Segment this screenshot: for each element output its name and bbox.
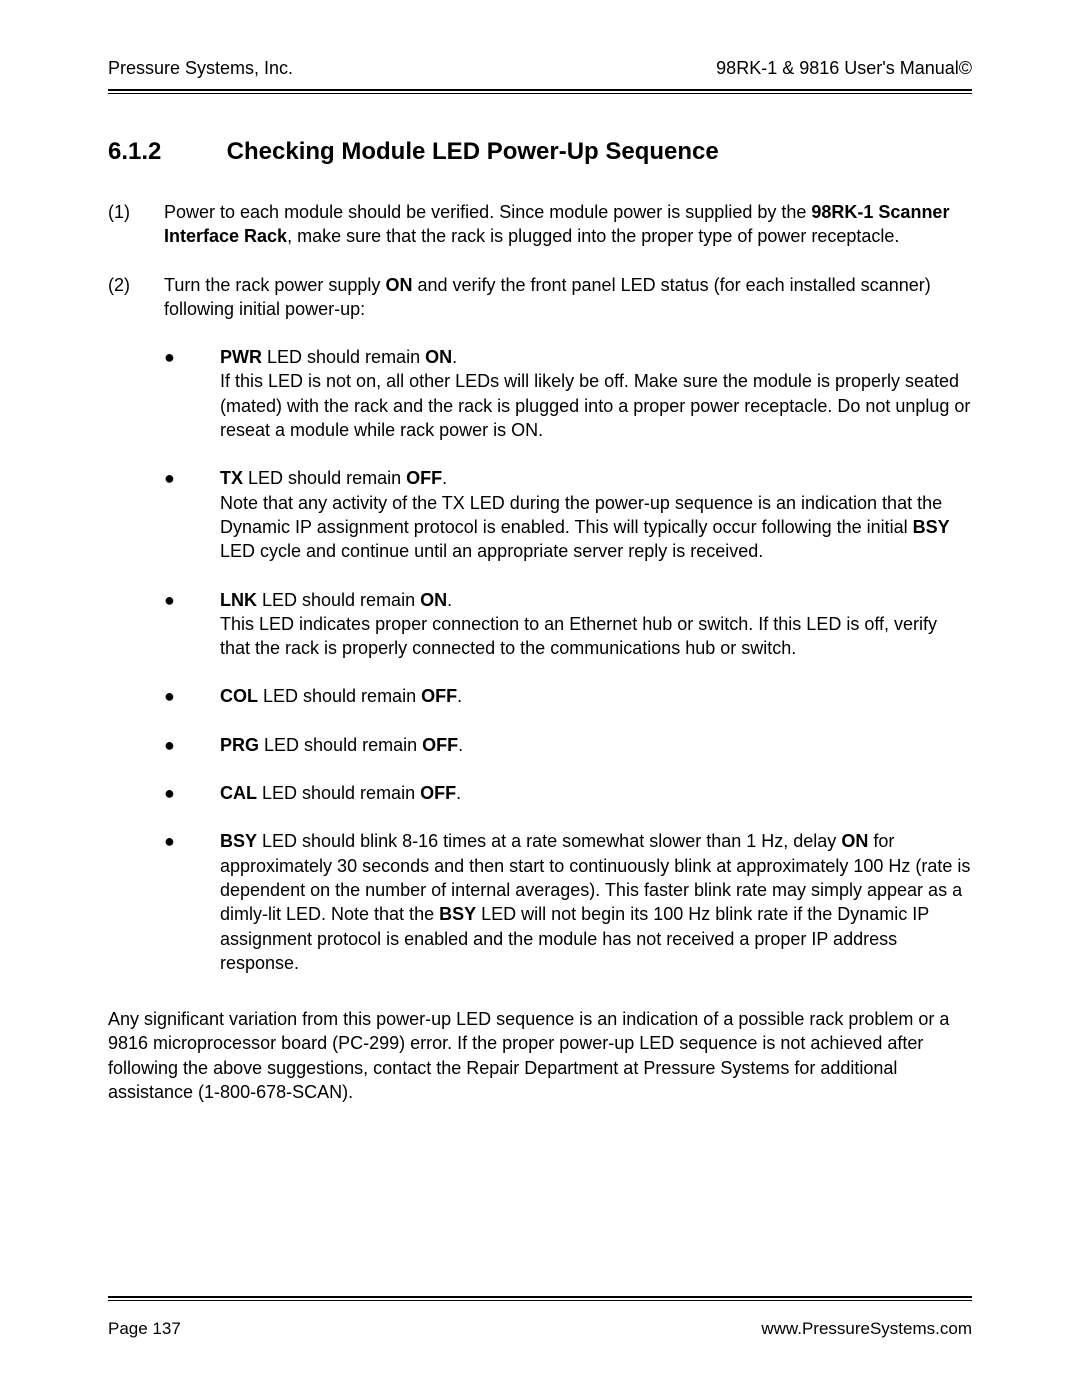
bullet-icon: ●: [164, 733, 220, 757]
header-rule: [108, 89, 972, 94]
footer-left: Page 137: [108, 1319, 181, 1339]
bullet-item: ● LNK LED should remain ON. This LED ind…: [164, 588, 972, 661]
bullet-item: ● TX LED should remain OFF. Note that an…: [164, 466, 972, 563]
bullet-icon: ●: [164, 684, 220, 708]
bullet-icon: ●: [164, 781, 220, 805]
bullet-body: CAL LED should remain OFF.: [220, 781, 972, 805]
section-number: 6.1.2: [108, 138, 220, 166]
bullet-lead: TX LED should remain OFF.: [220, 468, 447, 488]
page-header: Pressure Systems, Inc. 98RK-1 & 9816 Use…: [108, 58, 972, 89]
bullet-text: If this LED is not on, all other LEDs wi…: [220, 371, 970, 440]
bullet-icon: ●: [164, 345, 220, 442]
para-text: Turn the rack power supply ON and verify…: [164, 273, 972, 322]
para-text: Power to each module should be verified.…: [164, 200, 972, 249]
numbered-paragraph: (2) Turn the rack power supply ON and ve…: [108, 273, 972, 322]
bullet-body: PWR LED should remain ON. If this LED is…: [220, 345, 972, 442]
header-right: 98RK-1 & 9816 User's Manual©: [716, 58, 972, 79]
bullet-icon: ●: [164, 466, 220, 563]
bullet-lead: LNK LED should remain ON.: [220, 590, 452, 610]
bullet-item: ● CAL LED should remain OFF.: [164, 781, 972, 805]
numbered-paragraphs: (1) Power to each module should be verif…: [108, 200, 972, 321]
bullet-text: This LED indicates proper connection to …: [220, 614, 937, 658]
bullet-item: ● COL LED should remain OFF.: [164, 684, 972, 708]
page-footer: Page 137 www.PressureSystems.com: [108, 1319, 972, 1339]
bullet-icon: ●: [164, 829, 220, 975]
footer-rule: [108, 1296, 972, 1301]
section-title: Checking Module LED Power-Up Sequence: [227, 138, 719, 165]
footer-right: www.PressureSystems.com: [761, 1319, 972, 1339]
bullet-lead: COL LED should remain OFF.: [220, 686, 462, 706]
page-footer-area: Page 137 www.PressureSystems.com: [108, 1296, 972, 1339]
bullet-lead: CAL LED should remain OFF.: [220, 783, 461, 803]
bullet-item: ● PWR LED should remain ON. If this LED …: [164, 345, 972, 442]
bullet-item: ● PRG LED should remain OFF.: [164, 733, 972, 757]
bullet-lead: PRG LED should remain OFF.: [220, 735, 463, 755]
bullet-item: ● BSY LED should blink 8-16 times at a r…: [164, 829, 972, 975]
para-number: (2): [108, 273, 164, 322]
bullet-list: ● PWR LED should remain ON. If this LED …: [164, 345, 972, 975]
bullet-text: for approximately 30 seconds and then st…: [220, 831, 970, 972]
header-left: Pressure Systems, Inc.: [108, 58, 293, 79]
section-heading: 6.1.2 Checking Module LED Power-Up Seque…: [108, 138, 972, 166]
bullet-lead: BSY LED should blink 8-16 times at a rat…: [220, 831, 868, 851]
bullet-body: LNK LED should remain ON. This LED indic…: [220, 588, 972, 661]
bullet-body: TX LED should remain OFF. Note that any …: [220, 466, 972, 563]
bullet-body: PRG LED should remain OFF.: [220, 733, 972, 757]
bullet-body: BSY LED should blink 8-16 times at a rat…: [220, 829, 972, 975]
bullet-text: Note that any activity of the TX LED dur…: [220, 493, 950, 562]
bullet-body: COL LED should remain OFF.: [220, 684, 972, 708]
bullet-lead: PWR LED should remain ON.: [220, 347, 457, 367]
para-number: (1): [108, 200, 164, 249]
bullet-icon: ●: [164, 588, 220, 661]
closing-paragraph: Any significant variation from this powe…: [108, 1007, 972, 1104]
numbered-paragraph: (1) Power to each module should be verif…: [108, 200, 972, 249]
